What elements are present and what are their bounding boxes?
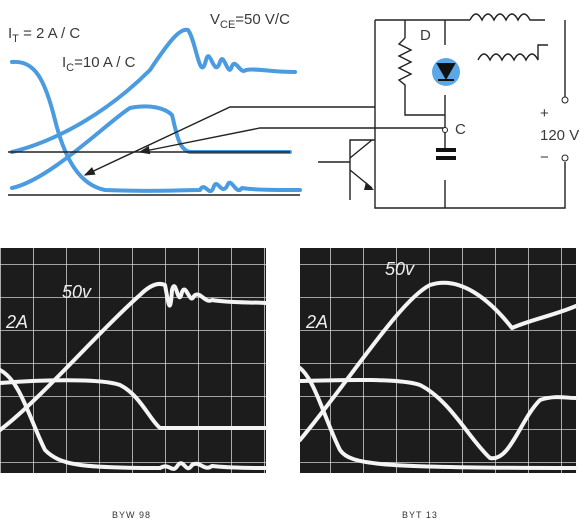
label: IC=10 A / C (62, 54, 136, 74)
current-label: 2A (5, 312, 28, 332)
voltage-label: 50v (385, 259, 415, 279)
ic-curve (10, 59, 302, 194)
plus: + (540, 105, 549, 122)
diode-label: D (420, 27, 431, 44)
waveform-diagram: IT = 2 A / C IC=10 A / C VCE=50 V/C (8, 11, 445, 196)
caption: BYT 13 (402, 510, 438, 520)
minus: − (540, 149, 549, 166)
voltage: 120 V (540, 127, 579, 144)
label: VCE=50 V/C (210, 11, 290, 31)
voltage-label: 50v (62, 282, 92, 302)
current-label: 2A (305, 312, 328, 332)
scope: 50v 2A BYW 98 (0, 248, 268, 520)
capacitor-label: C (455, 121, 466, 138)
label: IT = 2 A / C (8, 25, 80, 45)
vce-curve (10, 27, 297, 154)
circuit: D C + 120 V − (318, 13, 579, 209)
scope: 50v 2A BYT 13 (298, 248, 578, 520)
caption: BYW 98 (112, 510, 151, 520)
